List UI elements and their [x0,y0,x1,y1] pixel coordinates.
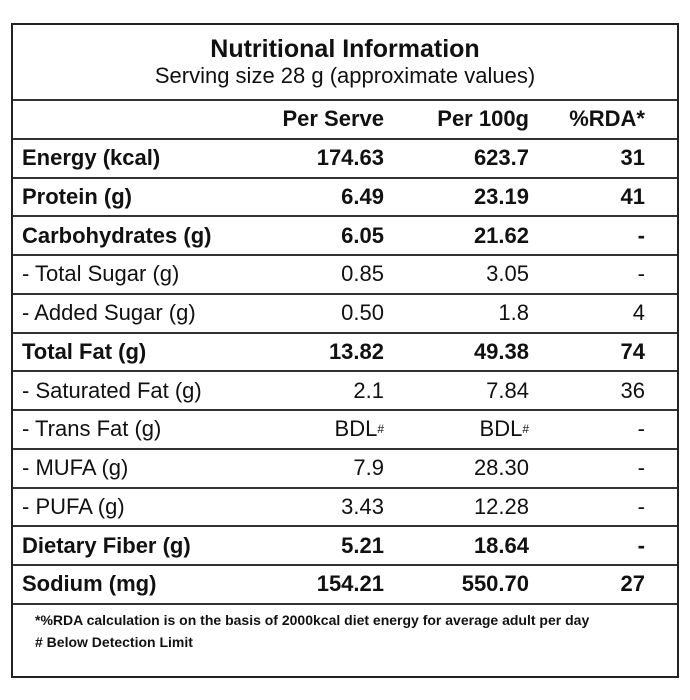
cell: 623.7 [473,145,529,171]
cell: 3.43 [341,493,384,519]
cell: 2.1 [353,377,384,403]
row-label: - Trans Fat (g) [22,416,162,442]
cell: 49.38 [473,338,529,364]
table-row: - MUFA (g) 7.9 28.30 - [13,447,677,487]
cell: 28.30 [473,455,529,481]
cell: 36 [620,377,645,403]
cell-text: BDL [479,416,523,442]
cell-superscript: # [522,422,529,437]
row-label: - Saturated Fat (g) [22,377,202,403]
cell: 18.64 [473,532,529,558]
table-row: - Added Sugar (g) 0.50 1.8 4 [13,292,677,332]
cell: 174.63 [316,145,384,171]
row-label: Protein (g) [22,183,132,209]
cell: 154.21 [316,571,384,597]
footnote: *%RDA calculation is on the basis of 200… [35,612,590,628]
cell: 31 [620,145,645,171]
cell: 6.05 [341,222,384,248]
row-label: Dietary Fiber (g) [22,532,191,558]
row-label: - MUFA (g) [22,455,129,481]
cell: BDL # [335,411,384,448]
row-label: Carbohydrates (g) [22,222,212,248]
row-label: Total Fat (g) [22,338,147,364]
table-row: Dietary Fiber (g) 5.21 18.64 - [13,525,677,564]
cell: 27 [620,571,645,597]
cell: 12.28 [473,493,529,519]
title: Nutritional Information [210,35,480,63]
cell: 21.62 [473,222,529,248]
cell: 0.85 [341,261,384,287]
cell: 74 [620,338,645,364]
cell: 13.82 [328,338,384,364]
cell: - [637,261,645,287]
column-header: Per Serve [282,106,384,132]
subtitle: Serving size 28 g (approximate values) [154,63,536,88]
table-row: - PUFA (g) 3.43 12.28 - [13,486,677,526]
table-row: - Trans Fat (g) BDL # BDL # - [13,409,677,448]
cell-text: BDL [334,416,378,442]
footnotes: *%RDA calculation is on the basis of 200… [13,603,677,676]
cell: 6.49 [341,183,384,209]
cell: 7.84 [486,377,529,403]
cell: - [637,222,645,248]
cell: - [637,532,645,558]
row-label: - Added Sugar (g) [22,300,196,326]
column-header: Per 100g [437,106,529,132]
row-label: Energy (kcal) [22,145,161,171]
cell: 4 [632,300,645,326]
cell: 7.9 [353,455,384,481]
row-label: - PUFA (g) [22,493,125,519]
table-row: - Total Sugar (g) 0.85 3.05 - [13,254,677,293]
cell: 0.50 [341,300,384,326]
cell-superscript: # [377,422,384,437]
table-row: Total Fat (g) 13.82 49.38 74 [13,331,677,371]
nutrition-panel: Nutritional Information Serving size 28 … [11,23,679,678]
cell: 41 [620,183,645,209]
cell: 23.19 [473,183,529,209]
cell: 1.8 [498,300,529,326]
row-label: - Total Sugar (g) [22,261,180,287]
cell: - [637,416,645,442]
table-row: Sodium (mg) 154.21 550.70 27 [13,564,677,603]
cell: - [637,493,645,519]
cell: 3.05 [486,261,529,287]
cell: 5.21 [341,532,384,558]
column-header: %RDA* [569,106,645,132]
footnote: # Below Detection Limit [35,634,193,650]
table-row: Protein (g) 6.49 23.19 41 [13,176,677,216]
table-row: Energy (kcal) 174.63 623.7 31 [13,137,677,177]
table-row: - Saturated Fat (g) 2.1 7.84 36 [13,370,677,409]
cell: 550.70 [461,571,529,597]
header-row: Per Serve Per 100g %RDA* [13,99,677,138]
cell: BDL # [480,411,529,448]
cell: - [637,455,645,481]
table-row: Carbohydrates (g) 6.05 21.62 - [13,215,677,254]
row-label: Sodium (mg) [22,571,157,597]
